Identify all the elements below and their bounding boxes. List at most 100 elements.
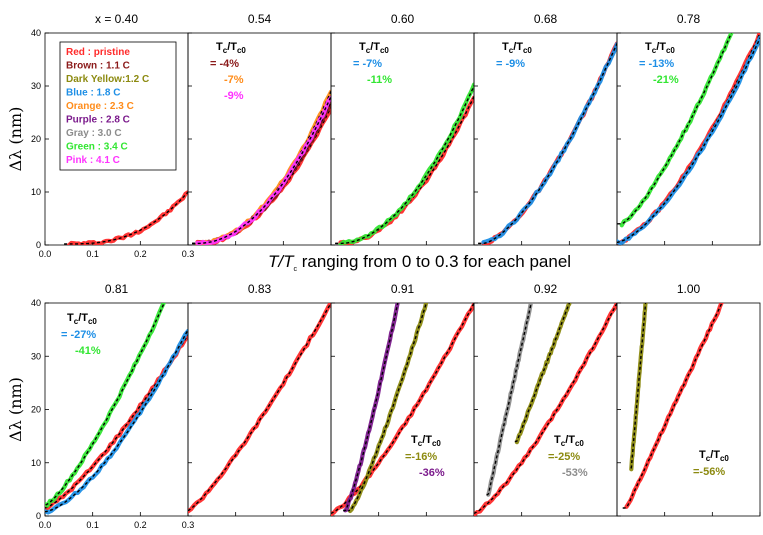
tc-value: = -13%: [639, 58, 674, 70]
tc-header: Tc/Tc0: [645, 41, 675, 55]
tc-header: Tc/Tc0: [411, 434, 441, 448]
plot-area: [192, 89, 331, 245]
x-tick-label: 0.2: [134, 249, 147, 259]
tc-value: = -7%: [353, 58, 382, 70]
tc-header: Tc/Tc0: [359, 41, 389, 55]
panel-3: 0.60 Tc/Tc0 = -7% -11%: [330, 12, 475, 246]
x-tick-label: 0.3: [182, 249, 195, 259]
fit-line: [335, 84, 474, 245]
plot-area: [188, 303, 331, 514]
x-tick-label: 0.1: [86, 520, 99, 530]
x-tick-label: 0.1: [86, 249, 99, 259]
fit-line: [622, 303, 723, 509]
tc-value: =-16%: [405, 451, 437, 463]
panel-title: 0.92: [534, 282, 558, 296]
y-tick-label: 0: [36, 511, 41, 521]
fit-line: [486, 303, 532, 496]
fit-line: [474, 303, 617, 514]
tc-value: =-25%: [548, 451, 580, 463]
x-tick-label: 0.0: [39, 520, 52, 530]
tc-header: Tc/Tc0: [554, 434, 584, 448]
tc-value: -11%: [367, 74, 392, 86]
tc-header: Tc/Tc0: [502, 41, 532, 55]
fit-line: [64, 190, 188, 245]
legend-entry: Purple : 2.8 C: [66, 115, 130, 126]
series-darkyellow: [514, 303, 572, 445]
series-pink: [195, 95, 331, 245]
panel-title: 0.81: [105, 282, 129, 296]
fit-line: [45, 303, 165, 506]
plot-area: [617, 33, 760, 245]
panel-title: 1.00: [677, 282, 701, 296]
series-red: [481, 41, 617, 245]
plot-area: [478, 41, 617, 245]
panel-2: 0.54 Tc/Tc0 = -4% -7% -9%: [187, 12, 332, 246]
legend-box: [59, 41, 177, 171]
panel-1: x = 0.40 0 10 20 30 40 0.0 0.1 0.2 0.3 Δλ (nm): [6, 12, 194, 259]
tc-value: = -4%: [210, 58, 239, 70]
panel-title: 0.83: [248, 282, 272, 296]
legend-entry: Gray : 3.0 C: [66, 128, 122, 139]
fit-line: [192, 89, 331, 245]
panel-title: 0.68: [534, 12, 558, 26]
series-red: [338, 95, 474, 245]
x-tick-label: 0.0: [39, 249, 52, 259]
tc-annotation: Tc/Tc0 = -7% -11%: [353, 41, 392, 86]
tc-value: = -9%: [496, 58, 525, 70]
fit-line: [331, 303, 474, 514]
panel-6: 0.81 0 10 20 30 40 0.0 0.1 0.2 0.3 Δλ (nm) Tc/Tc0 = …: [6, 282, 194, 530]
fit-line: [192, 100, 331, 245]
tc-value: -41%: [75, 345, 101, 357]
legend-entry: Brown : 1.1 C: [66, 61, 130, 72]
series-red: [474, 303, 617, 516]
tc-value: = -27%: [61, 329, 96, 341]
legend-entry: Green : 3.4 C: [66, 142, 128, 153]
mid-label-pre: T/T: [268, 252, 295, 271]
legend-entry: Blue : 1.8 C: [66, 88, 120, 99]
legend-entry: Red : pristine: [66, 47, 130, 58]
legend: Red : pristine Brown : 1.1 C Dark Yellow:1…: [59, 41, 177, 171]
panel-5: 0.78 Tc/Tc0 = -13% -21%: [616, 12, 761, 246]
panel-7: 0.83: [187, 282, 332, 517]
tc-value: =-56%: [693, 466, 725, 478]
series-red: [331, 303, 474, 516]
fit-line: [617, 33, 733, 225]
fit-line: [192, 105, 331, 245]
y-tick-label: 10: [31, 458, 41, 468]
panel-9: 0.92 Tc/Tc0 =-25% -53%: [473, 282, 618, 517]
tc-annotation: Tc/Tc0 = -13% -21%: [639, 41, 679, 86]
y-tick-label: 0: [36, 240, 41, 250]
plot-area: [335, 82, 474, 245]
legend-entry: Dark Yellow:1.2 C: [66, 74, 149, 85]
fit-line: [343, 303, 399, 512]
plot-area: [474, 303, 617, 516]
fit-line: [192, 94, 331, 245]
mid-label-post: ranging from 0 to 0.3 for each panel: [297, 252, 571, 271]
x-tick-label: 0.3: [182, 520, 195, 530]
panels-group: x = 0.40 0 10 20 30 40 0.0 0.1 0.2 0.3 Δλ (nm) 0.54…: [6, 12, 761, 530]
y-tick-label: 10: [31, 187, 41, 197]
fit-line: [478, 41, 617, 245]
fit-line: [617, 36, 760, 243]
series-brown: [195, 99, 331, 245]
panel-frame: [187, 302, 332, 517]
y-tick-label: 30: [31, 351, 41, 361]
tc-value: -53%: [562, 467, 588, 479]
y-axis-label: Δλ (nm): [6, 107, 25, 172]
panel-8: 0.91 Tc/Tc0 =-16% -36%: [330, 282, 475, 517]
tc-annotation: Tc/Tc0 = -9%: [496, 41, 532, 70]
y-tick-label: 40: [31, 298, 41, 308]
fit-line: [45, 333, 188, 509]
panel-frame: [330, 302, 475, 517]
panel-frame: [473, 302, 618, 517]
panel-title: 0.60: [391, 12, 415, 26]
y-tick-label: 40: [31, 28, 41, 38]
panel-10: 1.00 Tc/Tc0 =-56%: [616, 282, 761, 517]
panel-title: x = 0.40: [95, 12, 138, 26]
panel-title: 0.91: [391, 282, 415, 296]
series-red: [195, 104, 331, 245]
fit-line: [514, 303, 571, 443]
y-axis-label: Δλ (nm): [6, 377, 25, 442]
tc-annotation: Tc/Tc0 = -4% -7% -9%: [210, 41, 246, 102]
